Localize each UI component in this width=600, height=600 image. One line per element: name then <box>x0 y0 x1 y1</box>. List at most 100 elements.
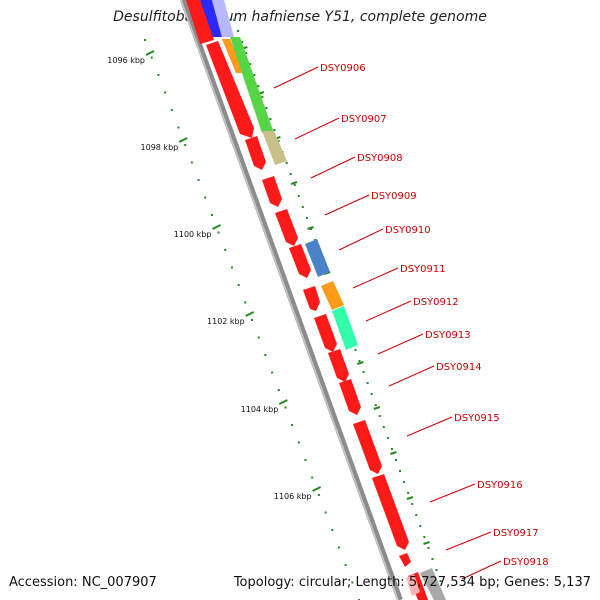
outer-tick <box>423 541 430 545</box>
genes-label: Genes: <box>504 575 550 590</box>
outer-dot <box>370 393 373 395</box>
scale-tick-label: 1106 kbp <box>274 492 312 501</box>
gene-leader-line <box>461 560 502 580</box>
gene-arrow <box>289 244 311 278</box>
topology-label: Topology: <box>233 575 295 590</box>
gene-leader-line <box>445 531 492 551</box>
outer-dot <box>366 382 369 384</box>
feature-orange-2 <box>321 281 344 310</box>
scale-dot <box>157 74 160 76</box>
outer-tick <box>290 181 298 185</box>
scale-dot <box>197 179 200 181</box>
gene-leader-lines <box>273 66 502 580</box>
scale-dot <box>277 389 280 391</box>
outer-dot <box>399 470 402 472</box>
gene-label: DSY0907 <box>341 114 387 125</box>
gene-leader-line <box>294 117 340 140</box>
outer-dot <box>435 569 438 571</box>
outer-dot <box>419 525 422 527</box>
outer-dot <box>390 448 393 450</box>
gene-leader-line <box>324 194 370 216</box>
gene-arrow <box>275 209 298 246</box>
gene-leader-line <box>388 365 435 387</box>
gene-leader-line <box>310 156 356 179</box>
scale-dot <box>144 39 147 41</box>
gene-label: DSY0908 <box>357 153 403 164</box>
scale-dot <box>237 284 240 286</box>
scale-dot <box>344 564 347 566</box>
scale-dot <box>190 161 193 164</box>
outer-dot <box>249 63 252 65</box>
outer-dot <box>297 195 300 197</box>
outer-dot <box>277 140 280 142</box>
scale-dot <box>204 196 207 199</box>
feature-steelblue <box>305 239 330 277</box>
outer-dot <box>411 503 414 505</box>
outer-dot <box>237 30 240 32</box>
outer-dot <box>431 558 434 560</box>
feature-blocks <box>200 0 446 600</box>
feature-gray <box>420 568 446 600</box>
outer-dot <box>265 107 268 109</box>
scale-tick-label: 1096 kbp <box>107 56 145 65</box>
outer-dot <box>415 514 418 516</box>
feature-orange <box>222 39 244 73</box>
scale-dot <box>257 336 260 339</box>
gene-leader-line <box>377 333 424 355</box>
gene-leader-line <box>365 300 412 322</box>
accession-label: Accession: <box>9 575 78 590</box>
outer-dot <box>257 85 260 87</box>
scale-dot <box>351 581 354 584</box>
genes-value: 5,137 <box>553 575 591 590</box>
scale-dot <box>230 266 233 269</box>
scale-dot <box>184 144 187 146</box>
gene-arrow <box>206 41 254 138</box>
gene-arrow <box>328 349 349 382</box>
gene-arrows <box>186 0 428 600</box>
gene-label: DSY0914 <box>436 362 482 373</box>
outer-dot <box>354 349 357 351</box>
outer-dot <box>285 162 288 164</box>
scale-tick-label: 1102 kbp <box>207 317 245 326</box>
scale-major-tick <box>245 311 255 317</box>
scale-dot <box>317 494 320 496</box>
outer-dot <box>378 415 381 417</box>
outer-dot <box>273 129 276 131</box>
gene-label: DSY0912 <box>413 297 459 308</box>
gene-labels: DSY0906 DSY0907 DSY0908 DSY0909 DSY0910 DSY09… <box>320 63 549 568</box>
scale-major-tick <box>145 50 155 56</box>
outer-tick <box>356 361 364 365</box>
outer-dot <box>253 74 256 76</box>
gene-label: DSY0911 <box>400 264 446 275</box>
scale-dot <box>264 354 267 356</box>
gene-arrow <box>399 553 411 567</box>
genome-backbone <box>180 0 403 600</box>
scale-dot <box>337 546 340 549</box>
scale-major-tick <box>312 486 322 492</box>
gene-leader-line <box>406 416 453 437</box>
outer-tick <box>390 451 397 455</box>
outer-dot <box>439 580 442 582</box>
scale-dot <box>164 91 167 94</box>
gene-label: DSY0915 <box>454 413 500 424</box>
gene-leader-line <box>338 228 384 251</box>
scale-dot <box>217 231 220 234</box>
feature-green <box>230 37 274 133</box>
scale-dot <box>224 249 227 251</box>
scale-tick-label: 1098 kbp <box>141 143 179 152</box>
gene-arrow <box>303 286 320 311</box>
scale-major-tick <box>212 224 221 230</box>
outer-dot <box>427 547 430 549</box>
length-label: Length: <box>355 575 405 590</box>
length-value: 5,727,534 bp <box>408 575 496 590</box>
feature-khaki <box>262 131 287 165</box>
gene-arrow-faded <box>406 574 420 596</box>
outer-dot <box>358 360 361 362</box>
scale-tick-label: 1104 kbp <box>241 405 279 414</box>
accession-value: NC_007907 <box>81 575 157 590</box>
gene-leader-line <box>429 483 476 503</box>
outer-dot <box>233 19 235 21</box>
outer-dot <box>245 52 248 54</box>
genome-stats: Topology: circular; Length: 5,727,534 bp… <box>233 575 591 590</box>
